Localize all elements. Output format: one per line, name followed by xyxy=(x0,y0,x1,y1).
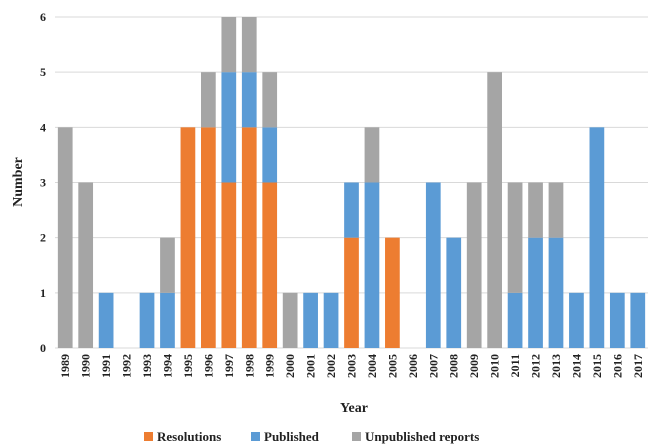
bar-1989-unpublished-reports xyxy=(57,127,73,348)
x-tick-label: 2002 xyxy=(324,354,338,378)
x-tick-label: 2017 xyxy=(631,354,645,378)
bar-1999-resolutions xyxy=(262,182,278,348)
y-tick-label: 5 xyxy=(40,65,46,79)
legend: Resolutions Published Unpublished reports xyxy=(144,429,479,444)
legend-swatch-2 xyxy=(352,432,361,441)
x-tick-label: 2004 xyxy=(365,354,379,378)
legend-label: Published xyxy=(264,429,320,444)
bar-1998-published xyxy=(241,72,257,128)
bar-2013-published xyxy=(548,237,564,348)
bar-1999-unpublished-reports xyxy=(262,72,278,128)
bar-2003-resolutions xyxy=(344,237,359,348)
bar-1997-resolutions xyxy=(221,182,237,348)
bar-1994-published xyxy=(160,292,175,348)
bars xyxy=(57,17,646,349)
x-tick-label: 1991 xyxy=(99,354,113,378)
x-tick-label: 1998 xyxy=(242,354,256,378)
y-tick-label: 6 xyxy=(40,10,46,24)
bar-2012-unpublished-reports xyxy=(528,182,543,238)
x-tick-label: 2016 xyxy=(610,354,624,378)
bar-1993-published xyxy=(139,292,155,348)
bar-2010-unpublished-reports xyxy=(487,72,502,349)
x-tick-label: 1995 xyxy=(181,354,195,378)
x-tick-label: 2001 xyxy=(304,354,318,378)
x-tick-label: 1992 xyxy=(120,354,134,378)
bar-1999-published xyxy=(262,127,278,183)
bar-1998-resolutions xyxy=(241,127,257,348)
x-axis-title: Year xyxy=(340,401,368,416)
bar-2013-unpublished-reports xyxy=(548,182,564,238)
bar-2000-unpublished-reports xyxy=(282,292,298,348)
bar-2014-published xyxy=(569,292,584,348)
bar-1996-resolutions xyxy=(201,127,216,348)
bar-1998-unpublished-reports xyxy=(241,17,257,73)
x-tick-label: 1994 xyxy=(160,354,174,378)
legend-label: Resolutions xyxy=(157,429,221,444)
bar-1994-unpublished-reports xyxy=(160,237,175,293)
x-tick-label: 2012 xyxy=(529,354,543,378)
bar-2003-published xyxy=(344,182,359,238)
y-tick-label: 0 xyxy=(40,341,46,355)
bar-2015-published xyxy=(589,127,605,348)
bar-2002-published xyxy=(323,292,339,348)
x-tick-label: 1997 xyxy=(222,354,236,378)
x-tick-label: 2009 xyxy=(467,354,481,378)
x-tick-label: 2015 xyxy=(590,354,604,378)
bar-1995-resolutions xyxy=(180,127,196,348)
y-tick-label: 3 xyxy=(40,176,46,190)
bar-2017-published xyxy=(630,292,646,348)
x-tick-label: 1990 xyxy=(79,354,93,378)
bar-1990-unpublished-reports xyxy=(78,182,94,348)
x-tick-label: 2000 xyxy=(283,354,297,378)
bar-1997-published xyxy=(221,72,237,183)
x-tick-label: 2007 xyxy=(426,354,440,378)
y-axis-title: Number xyxy=(11,157,26,207)
legend-swatch-1 xyxy=(251,432,260,441)
bar-2011-unpublished-reports xyxy=(507,182,523,293)
legend-label: Unpublished reports xyxy=(365,429,479,444)
y-tick-label: 1 xyxy=(40,286,46,300)
bar-2004-unpublished-reports xyxy=(364,127,380,183)
bar-1996-unpublished-reports xyxy=(201,72,216,128)
bar-2016-published xyxy=(609,292,625,348)
x-tick-label: 2005 xyxy=(385,354,399,378)
y-tick-label: 2 xyxy=(40,231,46,245)
x-tick-label: 2006 xyxy=(406,354,420,378)
bar-2004-published xyxy=(364,182,380,348)
x-tick-labels: 1989 1990 1991 1992 1993 1994 1995 1996 1997 1998… xyxy=(58,354,645,378)
x-tick-label: 2008 xyxy=(447,354,461,378)
x-tick-label: 1999 xyxy=(263,354,277,378)
bar-1997-unpublished-reports xyxy=(221,17,237,73)
x-tick-label: 1996 xyxy=(201,354,215,378)
y-tick-label: 4 xyxy=(40,120,46,134)
bar-2001-published xyxy=(303,292,318,348)
bar-2007-published xyxy=(425,182,441,348)
x-tick-label: 1993 xyxy=(140,354,154,378)
bar-2005-resolutions xyxy=(385,237,400,348)
x-tick-label: 2011 xyxy=(508,354,522,377)
bar-2011-published xyxy=(507,292,523,348)
x-tick-label: 2013 xyxy=(549,354,563,378)
x-tick-label: 2014 xyxy=(569,354,583,378)
bar-1991-published xyxy=(98,292,114,348)
legend-swatch-0 xyxy=(144,432,153,441)
x-tick-label: 2003 xyxy=(345,354,359,378)
x-tick-label: 1989 xyxy=(58,354,72,378)
bar-2009-unpublished-reports xyxy=(466,182,482,348)
y-tick-labels: 0 1 2 3 4 5 6 xyxy=(40,10,46,355)
x-tick-label: 2010 xyxy=(488,354,502,378)
bar-2012-published xyxy=(528,237,543,348)
bar-2008-published xyxy=(446,237,462,348)
